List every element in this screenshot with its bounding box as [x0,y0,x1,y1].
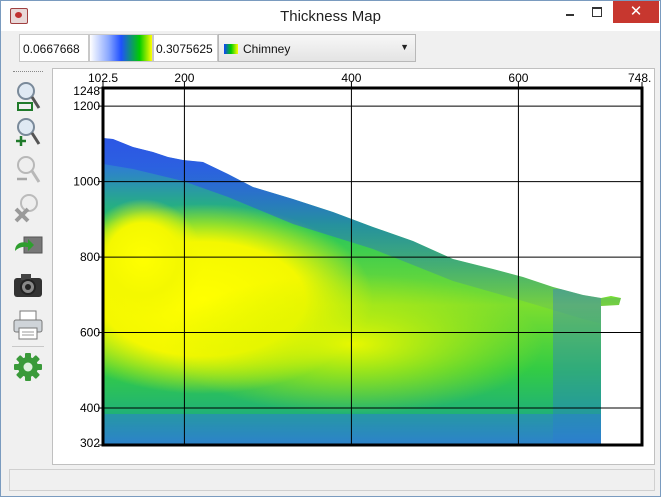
zoom-out-icon[interactable] [12,155,44,187]
x-tick-label: 400 [341,71,361,85]
colormap-swatch [224,44,238,54]
zoom-in-icon[interactable] [12,117,44,149]
close-icon: ✕ [629,3,643,20]
camera-icon[interactable] [12,269,44,301]
grid-lines [103,88,642,445]
y-tick-label: 800 [80,250,100,264]
y-tick-label: 600 [80,326,100,340]
x-tick-label: 748. [628,71,651,85]
title-bar[interactable]: Thickness Map ✕ [1,1,660,31]
colormap-name: Chimney [243,42,291,56]
colorbar-min-field[interactable]: 0.0667668 [19,34,89,62]
y-tick-label: 1200 [73,99,100,113]
plot-frame [101,86,644,447]
colorbar-max-field[interactable]: 0.3075625 [153,34,218,62]
toolbar-separator [12,346,44,347]
y-tick-label: 302 [80,436,100,450]
minimize-button[interactable] [557,1,583,23]
cancel-zoom-icon[interactable] [12,193,44,225]
printer-icon[interactable] [12,309,44,341]
window-title: Thickness Map [280,8,381,25]
heatmap-surface [103,138,621,445]
go-to-scene-icon[interactable] [12,231,44,263]
side-toolbar [7,69,49,459]
x-axis: 102.5 200 400 600 748. [88,71,651,88]
y-tick-label: 1000 [73,175,100,189]
maximize-button[interactable] [584,1,610,23]
status-bar [9,469,655,491]
colorbar-gradient[interactable] [89,34,153,62]
plot-panel[interactable]: 102.5 200 400 600 748. 1248 1200 1000 800 600 400… [52,68,655,465]
toolbar-grip[interactable] [13,71,43,74]
x-tick-label: 200 [174,71,194,85]
zoom-to-fit-icon[interactable] [12,81,44,113]
colormap-select[interactable]: Chimney ▼ [218,34,416,62]
x-tick-label: 102.5 [88,71,118,85]
close-button[interactable]: ✕ [613,1,659,23]
y-tick-label: 1248 [73,84,100,98]
dropdown-arrow-icon: ▼ [400,42,409,52]
colorbar-toolbar: 0.0667668 0.3075625 Chimney ▼ [8,31,416,67]
settings-gear-icon[interactable] [12,351,44,383]
y-tick-label: 400 [80,401,100,415]
app-icon[interactable] [10,8,28,24]
x-tick-label: 600 [508,71,528,85]
